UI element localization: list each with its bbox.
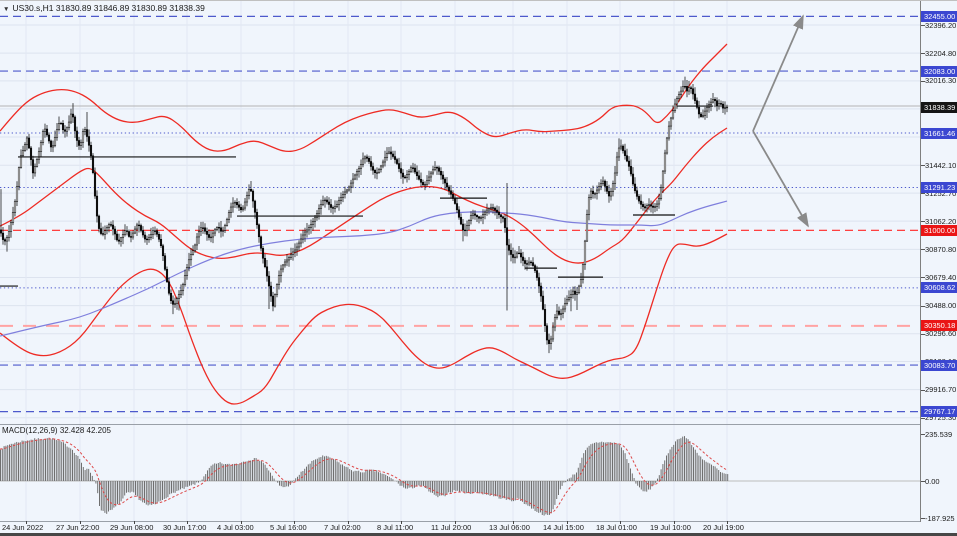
macd-indicator-pane[interactable] [0,425,920,521]
time-axis-tick [241,521,242,524]
axis-tick [921,305,925,307]
bollinger-middle-line [0,127,728,264]
current-price-chip: 31838.39 [921,101,957,113]
time-axis-tick [620,521,621,524]
price-axis[interactable]: 32396.20 32204.80 32016.30 31442.10 31252.70… [920,1,957,536]
bollinger-upper-line [0,43,728,152]
axis-tick [921,333,925,335]
price-tick-label: 30296.60 [925,329,957,339]
trend-arrows-layer [752,14,809,228]
main-chart-svg [0,1,920,424]
chart-ohlc-values: 31830.89 31846.89 31830.89 31838.39 [55,3,205,13]
time-tick-label: 30 Jun 17:00 [163,523,207,532]
time-tick-label: 4 Jul 03:00 [217,523,254,532]
trend-arrow [752,130,809,228]
time-axis-tick [674,521,675,524]
time-tick-label: 13 Jul 06:00 [489,523,530,532]
level-price-chip: 29767.17 [921,406,957,418]
level-price-chip: 31291.23 [921,181,957,193]
time-tick-label: 27 Jun 22:00 [56,523,100,532]
axis-tick [921,389,925,391]
level-price-chip: 31000.00 [921,224,957,236]
price-tick-label: 31062.20 [925,216,957,226]
axis-tick [921,80,925,82]
time-tick-label: 5 Jul 16:00 [270,523,307,532]
axis-tick [921,417,925,419]
level-price-chip: 30350.18 [921,320,957,332]
time-axis-tick [80,521,81,524]
time-axis-tick [26,521,27,524]
macd-histogram-layer [0,436,729,516]
chart-title: ▼ US30.s,H1 31830.89 31846.89 31830.89 31… [3,3,205,13]
level-price-chip: 30608.62 [921,282,957,294]
price-tick-label: 32016.30 [925,76,957,86]
candles-layer [0,76,729,354]
bollinger-bands-layer [0,43,728,405]
time-axis-tick [348,521,349,524]
time-tick-label: 14 Jul 15:00 [543,523,584,532]
level-price-chip: 32455.00 [921,10,957,22]
time-axis-tick [567,521,568,524]
macd-indicator-values: 32.428 42.205 [59,426,111,435]
time-axis-tick [401,521,402,524]
time-tick-label: 19 Jul 10:00 [650,523,691,532]
price-tick-label: 31252.70 [925,188,957,198]
time-axis-tick [513,521,514,524]
price-tick-label: 32396.20 [925,20,957,30]
axis-tick [921,481,925,482]
grid-layer [0,1,920,424]
price-tick-label: 32204.80 [925,48,957,58]
time-axis[interactable]: 24 Jun 2022 27 Jun 22:00 29 Jun 08:00 30 Ju… [0,521,957,533]
bollinger-lower-line [0,233,728,405]
time-axis-tick [187,521,188,524]
level-lines-layer [0,15,920,413]
axis-tick [921,518,925,519]
chart-symbol-timeframe: US30.s,H1 [12,3,54,13]
chart-dropdown-icon[interactable]: ▼ [3,6,10,13]
swing-level-segments-layer [0,105,713,287]
time-tick-label: 8 Jul 11:00 [377,523,414,532]
time-tick-label: 20 Jul 19:00 [703,523,744,532]
price-tick-label: 29725.30 [925,413,957,423]
time-axis-tick [294,521,295,524]
price-tick-label: 30679.40 [925,272,957,282]
axis-tick [921,165,925,167]
pane-divider[interactable] [0,424,957,425]
time-axis-tick [134,521,135,524]
macd-indicator-label: MACD(12,26,9) 32.428 42.205 [2,426,111,435]
axis-tick [921,249,925,251]
macd-min-label: -187.925 [925,513,955,523]
price-tick-label: 29916.70 [925,385,957,395]
macd-max-label: 235.539 [925,429,953,439]
macd-zero-label: 0.00 [925,476,940,486]
axis-tick [921,25,925,26]
axis-tick [921,434,925,435]
axis-tick [921,277,925,279]
trend-arrow [752,14,804,132]
time-tick-label: 24 Jun 2022 [2,523,44,532]
price-tick-label: 30488.00 [925,301,957,311]
time-axis-tick [727,521,728,524]
level-price-chip: 32083.00 [921,65,957,77]
price-tick-label: 31442.10 [925,160,957,170]
axis-tick [921,221,925,223]
time-tick-label: 29 Jun 08:00 [110,523,154,532]
time-axis-tick [455,521,456,524]
axis-tick [921,53,925,55]
main-price-chart-pane[interactable] [0,1,920,424]
time-tick-label: 18 Jul 01:00 [596,523,637,532]
time-tick-label: 7 Jul 02:00 [324,523,361,532]
macd-svg [0,425,920,521]
price-tick-label: 30870.80 [925,244,957,254]
pane-divider-2 [0,521,957,522]
level-price-chip: 30083.70 [921,359,957,371]
level-price-chip: 31661.46 [921,127,957,139]
time-tick-label: 11 Jul 20:00 [431,523,472,532]
axis-tick [921,193,925,195]
